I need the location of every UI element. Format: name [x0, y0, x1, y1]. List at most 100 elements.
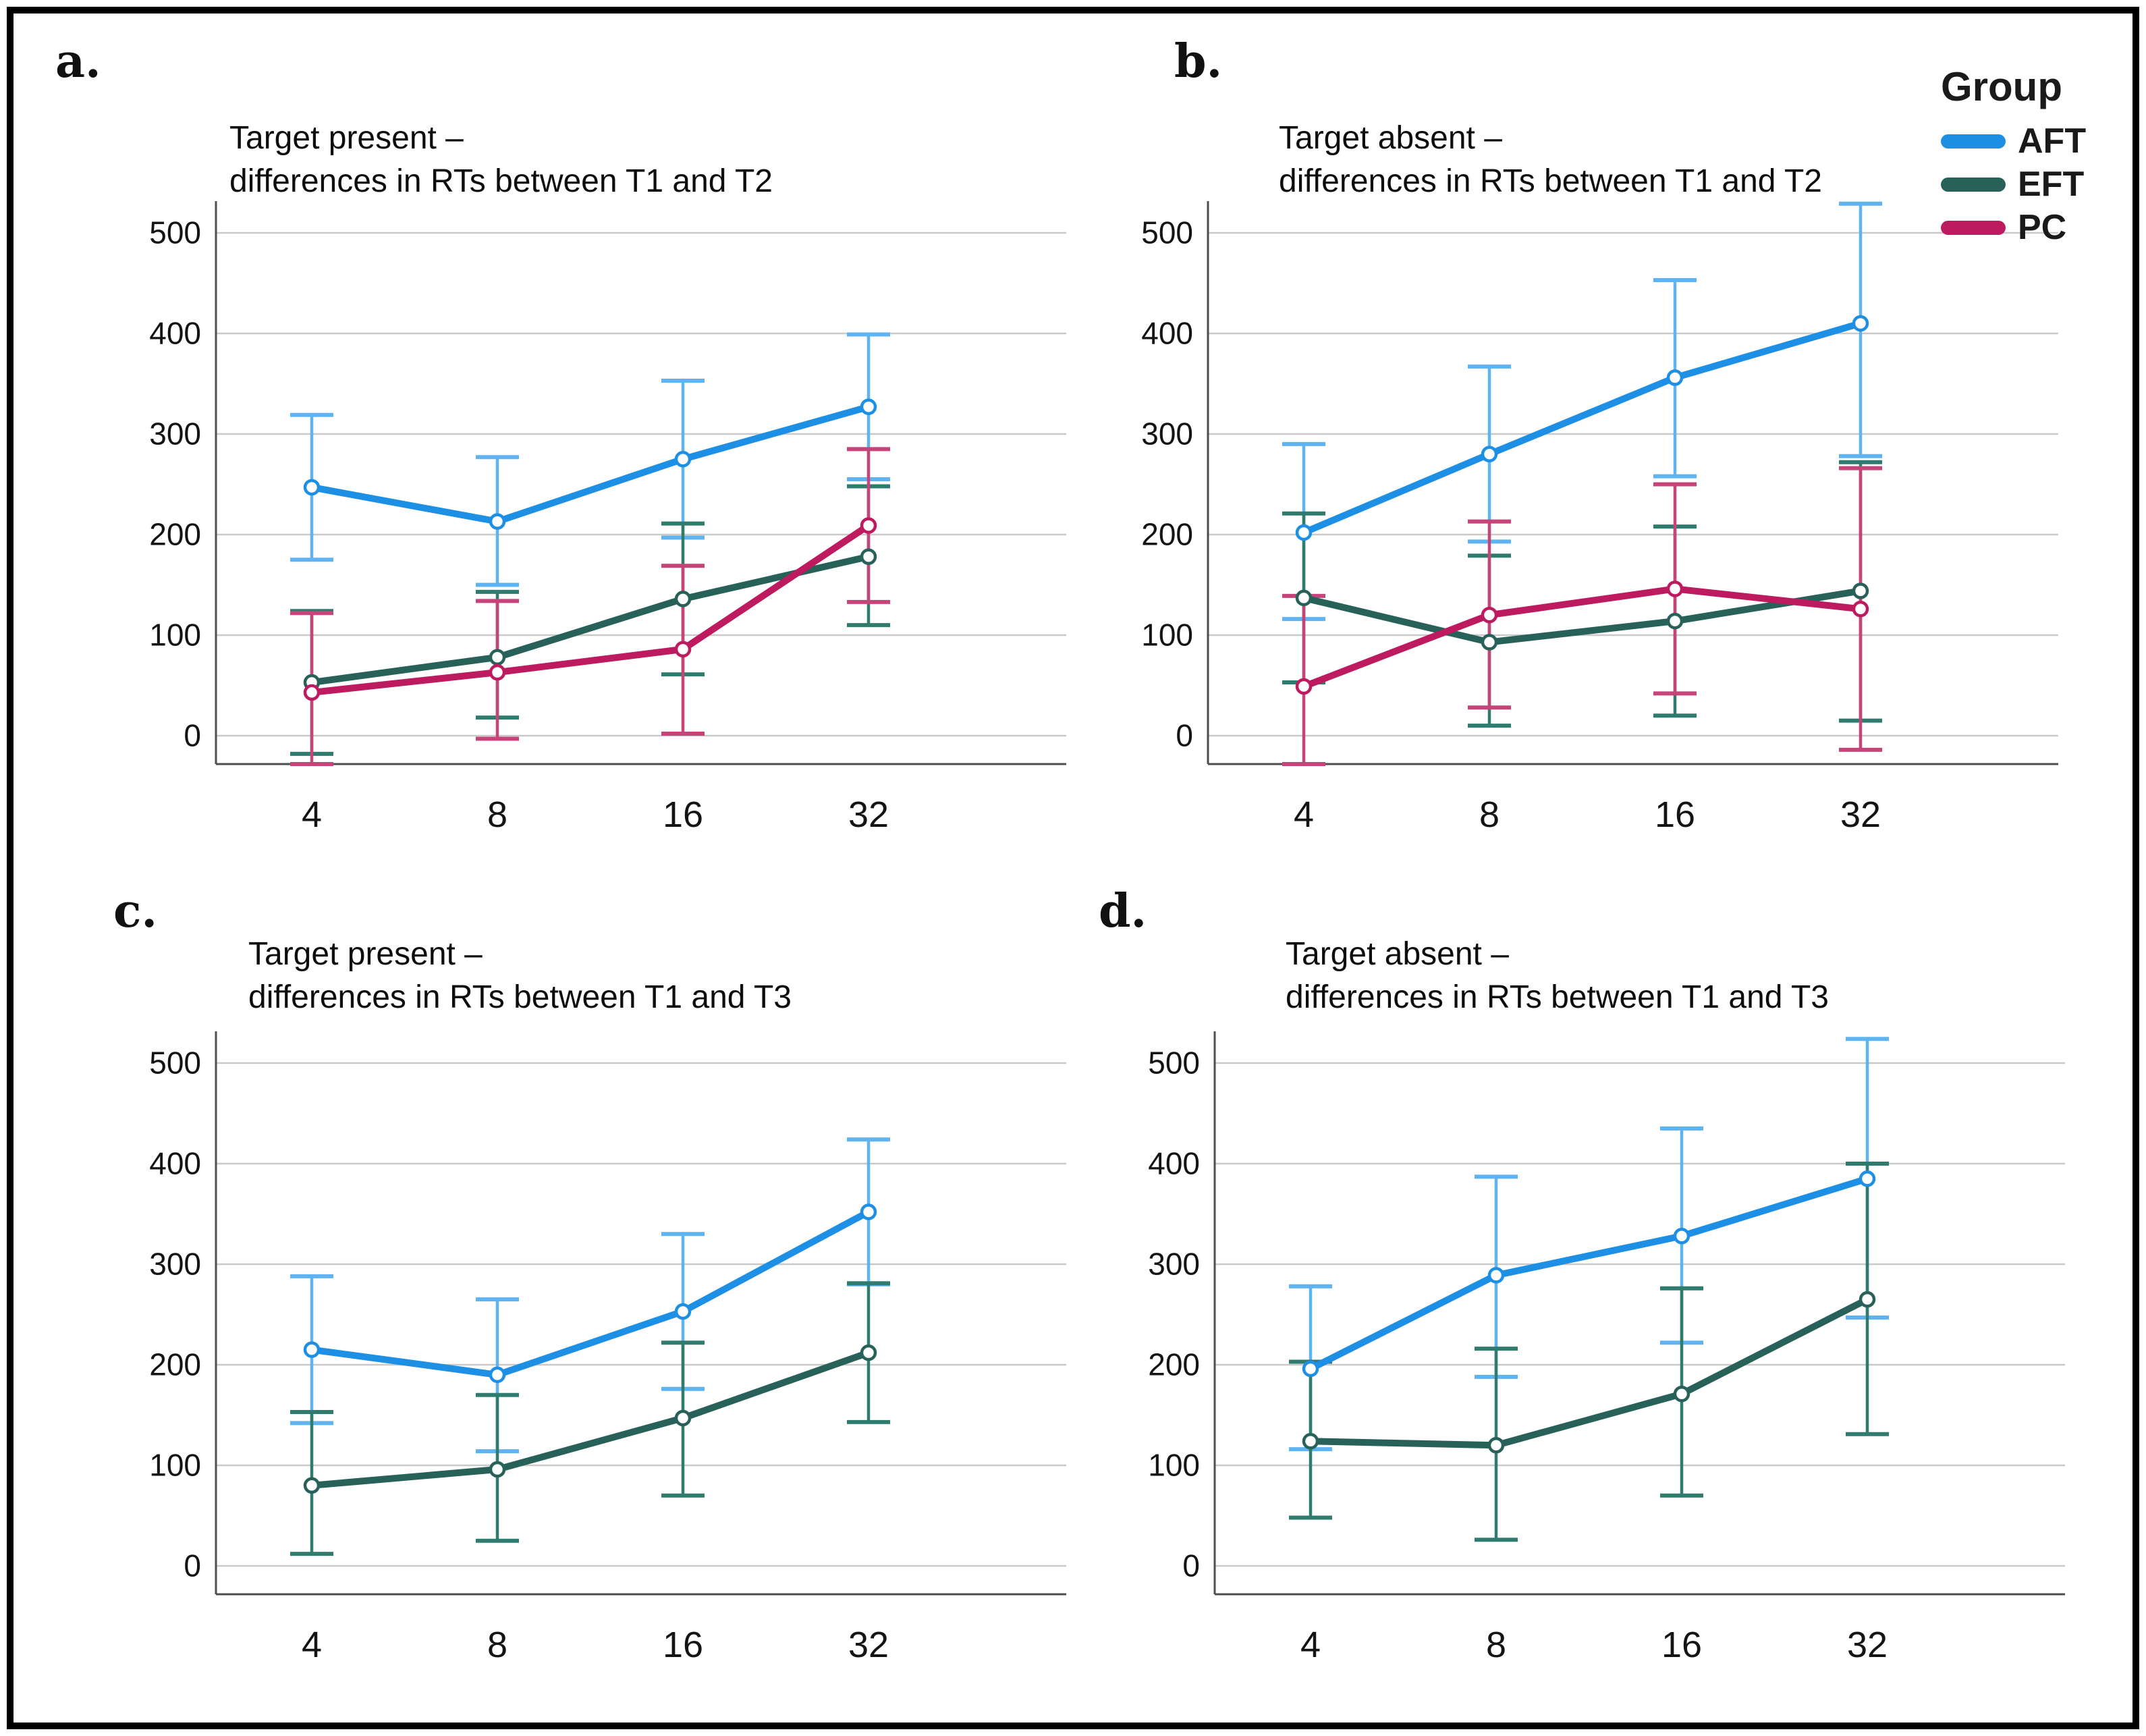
data-point-marker-aft [489, 1366, 506, 1384]
panel-title-line2: differences in RTs between T1 and T3 [1286, 979, 1829, 1015]
x-tick-label: 16 [663, 1625, 703, 1665]
data-point-marker-eft [1852, 582, 1869, 599]
series-line-eft [1307, 1296, 1871, 1449]
data-point-marker-aft [1295, 524, 1313, 541]
panel-title-b: Target absent – differences in RTs betwe… [1279, 117, 1822, 203]
legend-item-eft: EFT [1941, 165, 2143, 204]
x-tick-label: 4 [1294, 794, 1314, 835]
data-point-marker-aft [1487, 1267, 1505, 1284]
legend-swatch-eft [1941, 177, 2006, 192]
panel-title-d: Target absent – differences in RTs betwe… [1286, 933, 1829, 1019]
data-point-marker-aft [489, 513, 506, 530]
panel-letter-b: b. [1174, 34, 1223, 88]
legend-swatch-aft [1941, 134, 2006, 148]
x-tick-label: 32 [1840, 794, 1881, 835]
data-point-marker-pc [1481, 606, 1498, 624]
y-tick-label: 100 [149, 1448, 201, 1483]
y-tick-label: 200 [149, 1347, 201, 1382]
y-tick-label: 500 [149, 215, 201, 250]
legend-title: Group [1941, 64, 2062, 109]
data-point-marker-eft [1487, 1436, 1505, 1454]
x-tick-label: 8 [1486, 1625, 1506, 1665]
x-tick-label: 16 [663, 794, 703, 835]
data-point-marker-aft [860, 398, 877, 416]
data-point-marker-eft [489, 1461, 506, 1478]
panel-title-line2: differences in RTs between T1 and T3 [248, 979, 792, 1015]
y-tick-label: 100 [149, 618, 201, 653]
series-line-eft [308, 1349, 872, 1489]
y-tick-label: 100 [1148, 1448, 1200, 1483]
legend-item-pc: PC [1941, 208, 2143, 247]
panel-letter-a: a. [55, 34, 101, 88]
legend-swatch-pc [1941, 220, 2006, 235]
series-line-aft [1307, 1175, 1871, 1372]
series-line-aft [308, 1208, 872, 1378]
data-point-marker-eft [674, 1409, 692, 1427]
legend-item-aft: AFT [1941, 121, 2143, 161]
y-tick-label: 400 [1141, 316, 1193, 351]
x-tick-label: 32 [848, 1625, 889, 1665]
data-point-marker-eft [860, 548, 877, 566]
x-tick-label: 16 [1661, 1625, 1702, 1665]
data-point-marker-eft [1666, 612, 1684, 630]
data-point-marker-aft [1302, 1360, 1319, 1378]
series-line-aft [1300, 320, 1864, 537]
data-point-marker-pc [303, 684, 321, 701]
y-tick-label: 400 [149, 1146, 201, 1181]
x-tick-label: 4 [302, 1625, 322, 1665]
data-point-marker-aft [303, 479, 321, 496]
data-point-marker-eft [489, 649, 506, 666]
y-tick-label: 200 [1148, 1347, 1200, 1382]
y-tick-label: 500 [1148, 1046, 1200, 1081]
figure-frame: a. Target present – differences in RTs b… [7, 7, 2139, 1729]
panel-title-line2: differences in RTs between T1 and T2 [229, 163, 773, 199]
panel-letter-c: c. [113, 884, 158, 938]
y-tick-label: 400 [1148, 1146, 1200, 1181]
panel-title-c: Target present – differences in RTs betw… [248, 933, 792, 1019]
data-point-marker-aft [303, 1341, 321, 1358]
panel-title-a: Target present – differences in RTs betw… [229, 117, 773, 203]
data-point-marker-pc [1295, 678, 1313, 695]
data-point-marker-eft [674, 591, 692, 607]
y-tick-label: 0 [184, 1548, 201, 1583]
y-tick-label: 300 [149, 1247, 201, 1282]
y-tick-label: 500 [1141, 215, 1193, 250]
x-tick-label: 32 [1847, 1625, 1888, 1665]
data-point-marker-aft [1673, 1228, 1690, 1245]
data-point-marker-pc [674, 641, 692, 658]
y-tick-label: 100 [1141, 618, 1193, 653]
data-point-marker-eft [1481, 634, 1498, 651]
data-point-marker-eft [1295, 589, 1313, 607]
legend-label-eft: EFT [2018, 165, 2085, 204]
series-line-pc [308, 522, 872, 696]
line-chart-b: 0 100 200 300 400 500 4 8 16 32 [1141, 201, 2058, 835]
data-point-marker-aft [674, 1303, 692, 1320]
data-point-marker-aft [860, 1203, 877, 1220]
data-point-marker-eft [1302, 1432, 1319, 1450]
y-tick-label: 200 [1141, 517, 1193, 552]
y-tick-label: 0 [184, 718, 201, 753]
y-tick-label: 400 [149, 316, 201, 351]
panel-title-line1: Target absent – [1286, 936, 1509, 972]
panel-title-line1: Target absent – [1279, 120, 1502, 156]
x-tick-label: 4 [1300, 1625, 1321, 1665]
line-chart-c: 0 100 200 300 400 500 4 8 16 32 [149, 1031, 1066, 1665]
y-tick-label: 200 [149, 517, 201, 552]
panel-title-line1: Target present – [229, 120, 464, 156]
y-tick-label: 500 [149, 1046, 201, 1081]
x-tick-label: 16 [1655, 794, 1695, 835]
data-point-marker-aft [1481, 445, 1498, 463]
x-tick-label: 32 [848, 794, 889, 835]
data-point-marker-pc [1852, 601, 1869, 618]
line-chart-d: 0 100 200 300 400 500 4 8 16 32 [1148, 1031, 2065, 1665]
series-line-aft [308, 403, 872, 525]
data-point-marker-eft [1673, 1385, 1690, 1403]
x-tick-label: 8 [487, 1625, 507, 1665]
legend-label-aft: AFT [2018, 121, 2087, 161]
x-tick-label: 8 [487, 794, 507, 835]
panel-d: d. Target absent – differences in RTs be… [1099, 879, 2106, 1724]
panel-b: b. Target absent – differences in RTs be… [1107, 30, 2106, 875]
panel-c: c. Target present – differences in RTs b… [54, 879, 1066, 1724]
data-point-marker-pc [489, 663, 506, 681]
series-line-eft [1300, 587, 1864, 646]
